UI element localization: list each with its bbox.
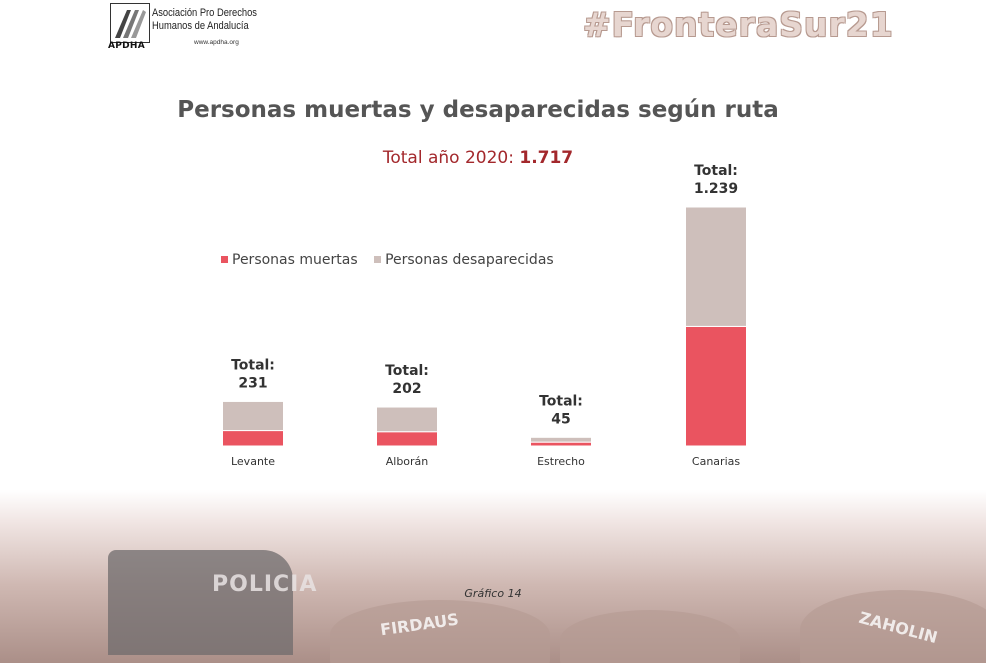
bar-total-value: 1.239 bbox=[694, 181, 738, 197]
bar-segment-desaparecidas bbox=[222, 400, 284, 432]
bar-segment-desaparecidas bbox=[376, 406, 438, 433]
stacked-bar-chart: Total: 231 Levante Total: 202 Alborán Total: 45… bbox=[222, 163, 747, 468]
apdha-logo: APDHA Asociación Pro Derechos Humanos de… bbox=[108, 3, 268, 51]
chart-title: Personas muertas y desaparecidas según r… bbox=[177, 97, 779, 123]
bar-segment-muertas bbox=[685, 325, 747, 447]
logo-name-line-2: Humanos de Andalucía bbox=[152, 20, 249, 32]
apdha-logo-mark bbox=[110, 3, 150, 43]
police-van-text: POLICIA bbox=[212, 572, 318, 597]
subtitle-total-value: 1.717 bbox=[519, 148, 574, 168]
x-tick-label: Alborán bbox=[386, 455, 429, 468]
legend-item-desaparecidas: Personas desaparecidas bbox=[374, 252, 554, 268]
bar-total-label: Total: bbox=[231, 357, 275, 373]
logo-name-line-1: Asociación Pro Derechos bbox=[152, 7, 257, 19]
bar-total-label: Total: bbox=[694, 163, 738, 179]
bar-total-label: Total: bbox=[385, 363, 429, 379]
boat-shape bbox=[800, 590, 986, 663]
bar-segment-muertas bbox=[530, 441, 592, 447]
legend-swatch-desaparecidas bbox=[374, 256, 382, 263]
bar-segment-muertas bbox=[376, 431, 438, 447]
legend-item-muertas: Personas muertas bbox=[221, 252, 358, 268]
legend-label-desaparecidas: Personas desaparecidas bbox=[385, 252, 554, 268]
bar-total-value: 45 bbox=[551, 411, 570, 427]
bar-segment-muertas bbox=[222, 430, 284, 447]
legend-swatch-muertas bbox=[221, 256, 228, 263]
x-tick-label: Canarias bbox=[692, 455, 740, 468]
logo-acronym: APDHA bbox=[108, 41, 146, 51]
bar-segment-desaparecidas bbox=[685, 206, 747, 327]
x-tick-label: Estrecho bbox=[537, 455, 585, 468]
bar-segment-desaparecidas bbox=[530, 436, 592, 443]
chart-caption: Gráfico 14 bbox=[464, 587, 522, 600]
x-tick-label: Levante bbox=[231, 455, 275, 468]
bar-total-value: 231 bbox=[238, 375, 267, 391]
bar-total-value: 202 bbox=[392, 381, 421, 397]
chart-subtitle: Total año 2020: 1.717 bbox=[0, 148, 956, 168]
background-photo: POLICIA FIRDAUS ZAHOLIN bbox=[0, 490, 986, 663]
police-van-shape bbox=[108, 550, 293, 655]
boat-shape bbox=[560, 610, 740, 663]
subtitle-prefix: Total año 2020: bbox=[382, 148, 520, 168]
boat-shape bbox=[330, 600, 550, 663]
bar-total-label: Total: bbox=[539, 393, 583, 409]
hashtag-banner: #FronteraSur21 bbox=[583, 5, 894, 44]
logo-url: www.apdha.org bbox=[194, 39, 239, 46]
legend-label-muertas: Personas muertas bbox=[232, 252, 358, 268]
chart-legend: Personas muertas Personas desaparecidas bbox=[221, 252, 566, 268]
